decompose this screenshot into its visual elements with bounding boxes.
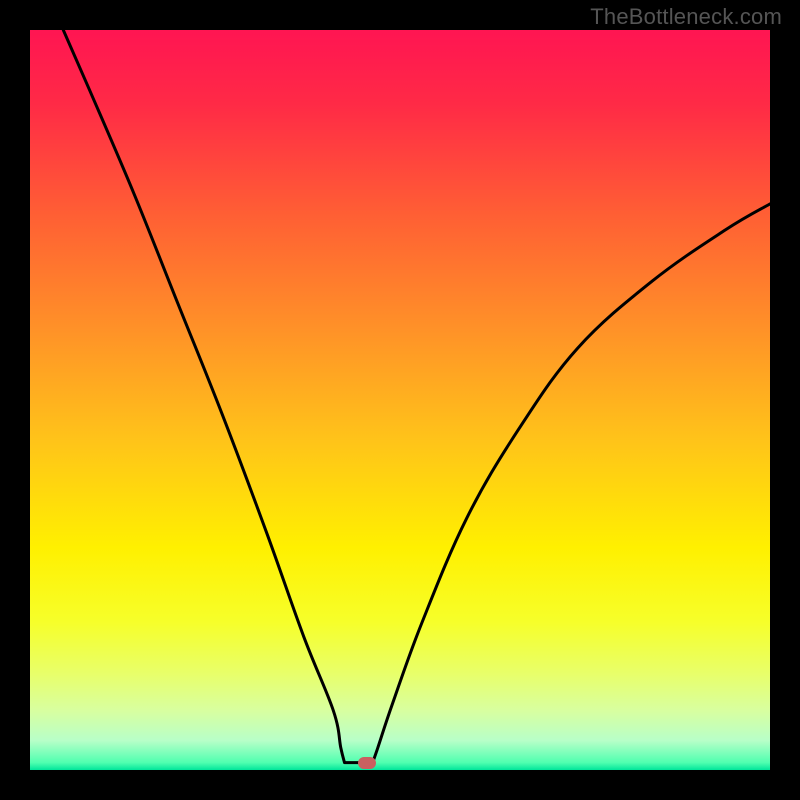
bottleneck-curve <box>30 30 770 770</box>
plot-area <box>30 30 770 770</box>
watermark-text: TheBottleneck.com <box>590 4 782 30</box>
optimal-point-marker <box>358 757 376 769</box>
